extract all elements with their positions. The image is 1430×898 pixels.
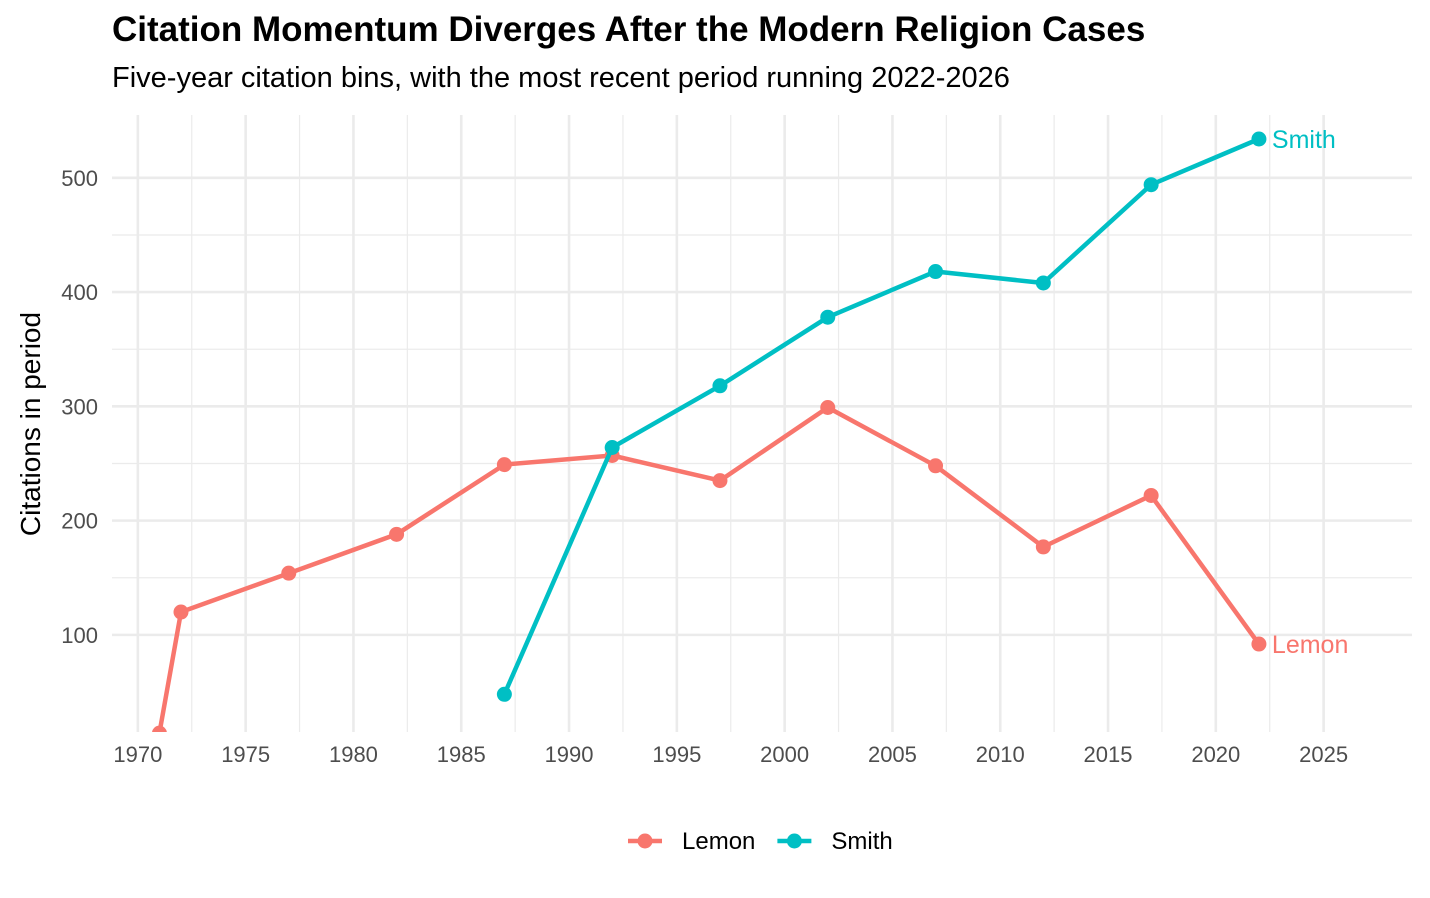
y-tick-label: 200 — [61, 509, 98, 534]
y-tick-label: 100 — [61, 623, 98, 648]
x-tick-label: 1985 — [437, 742, 486, 767]
x-tick-label: 2015 — [1084, 742, 1133, 767]
lemon-data-point — [173, 604, 189, 620]
x-tick-label: 2025 — [1299, 742, 1348, 767]
smith-end-label: Smith — [1272, 126, 1336, 154]
smith-data-point — [604, 439, 620, 455]
x-tick-label: 1975 — [221, 742, 270, 767]
lemon-data-point — [928, 458, 944, 474]
legend: Lemon Smith — [628, 828, 893, 855]
lemon-data-point — [496, 457, 512, 473]
x-tick-label: 2000 — [760, 742, 809, 767]
smith-data-point — [1251, 131, 1267, 147]
smith-data-point — [496, 686, 512, 702]
lemon-end-label: Lemon — [1272, 631, 1348, 659]
y-tick-label: 400 — [61, 280, 98, 305]
y-tick-label: 500 — [61, 166, 98, 191]
lemon-data-point — [1035, 539, 1051, 555]
smith-data-point — [1035, 275, 1051, 291]
lemon-data-point — [389, 526, 405, 542]
lemon-data-point — [1143, 487, 1159, 503]
legend-item-lemon: Lemon — [628, 828, 755, 855]
legend-item-smith: Smith — [777, 828, 893, 855]
x-tick-label: 2005 — [868, 742, 917, 767]
chart-title: Citation Momentum Diverges After the Mod… — [112, 10, 1146, 49]
lemon-data-point — [820, 400, 836, 416]
legend-key-point — [786, 833, 802, 849]
y-tick-label: 300 — [61, 394, 98, 419]
chart-subtitle: Five-year citation bins, with the most r… — [112, 62, 1010, 94]
smith-data-point — [820, 309, 836, 325]
lemon-data-point — [281, 565, 297, 581]
legend-key-point — [637, 833, 653, 849]
x-tick-label: 1970 — [113, 742, 162, 767]
smith-data-point — [712, 378, 728, 394]
x-tick-label: 2010 — [976, 742, 1025, 767]
legend-label: Lemon — [682, 828, 755, 855]
x-tick-label: 1990 — [545, 742, 594, 767]
smith-data-point — [928, 264, 944, 280]
x-tick-label: 1995 — [652, 742, 701, 767]
lemon-data-point — [152, 725, 167, 732]
lemon-series-line — [157, 405, 1261, 732]
lemon-data-point — [1251, 636, 1267, 652]
x-tick-label: 1980 — [329, 742, 378, 767]
y-axis-title: Citations in period — [15, 312, 46, 536]
smith-data-point — [1143, 177, 1159, 193]
x-tick-label: 2020 — [1191, 742, 1240, 767]
lemon-data-point — [712, 473, 728, 489]
smith-series-line — [502, 136, 1260, 696]
legend-label: Smith — [831, 828, 892, 855]
